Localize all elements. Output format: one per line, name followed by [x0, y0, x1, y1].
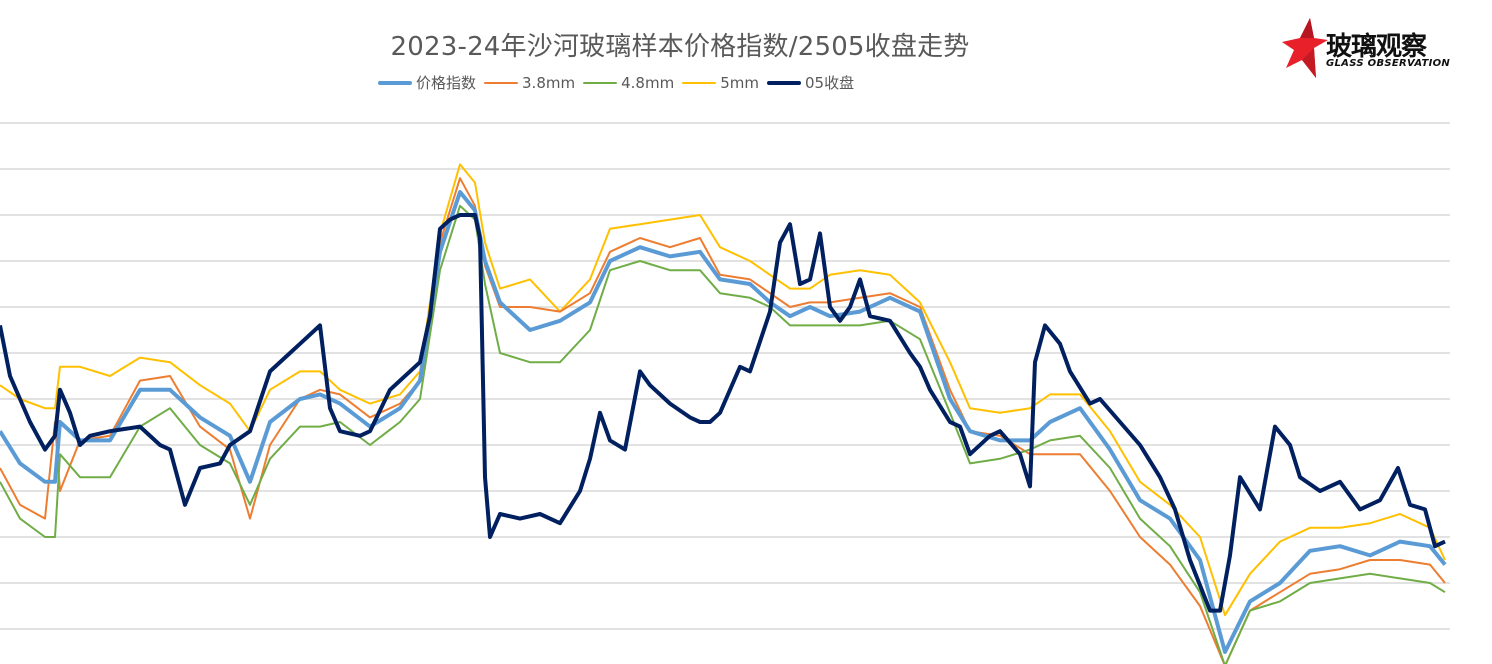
red-star-logo-icon	[1282, 18, 1328, 78]
logo-cn-text: 玻璃观察	[1326, 32, 1427, 62]
legend-swatch-icon	[484, 81, 519, 84]
legend-label: 05收盘	[804, 74, 855, 92]
legend-swatch-icon	[583, 81, 618, 84]
legend-label: 4.8mm	[621, 73, 675, 92]
glass-observation-logo: 玻璃观察 GLASS OBSERVATION	[1280, 16, 1480, 82]
legend-label: 5mm	[720, 73, 759, 92]
series-line	[0, 177, 1446, 664]
series-line	[0, 163, 1446, 617]
gridlines	[0, 122, 1450, 630]
legend-label: 价格指数	[416, 74, 477, 92]
legend-item-05-close: 05收盘	[766, 72, 855, 93]
legend-swatch-icon	[378, 80, 412, 85]
legend-swatch-icon	[766, 80, 801, 85]
series-line	[0, 204, 1446, 664]
legend-label: 3.8mm	[522, 73, 576, 92]
chart-legend: 价格指数 3.8mm 4.8mm 5mm 05收盘	[378, 72, 862, 93]
legend-item-index: 价格指数	[378, 72, 476, 93]
chart-title: 2023-24年沙河玻璃样本价格指数/2505收盘走势	[390, 32, 970, 62]
series-lines	[0, 163, 1447, 664]
legend-item-4-8mm: 4.8mm	[583, 74, 674, 92]
legend-swatch-icon	[682, 81, 717, 84]
legend-item-5mm: 5mm	[682, 74, 759, 92]
series-line	[0, 213, 1446, 613]
logo-en-text: GLASS OBSERVATION	[1326, 58, 1451, 69]
legend-item-3-8mm: 3.8mm	[484, 74, 575, 92]
